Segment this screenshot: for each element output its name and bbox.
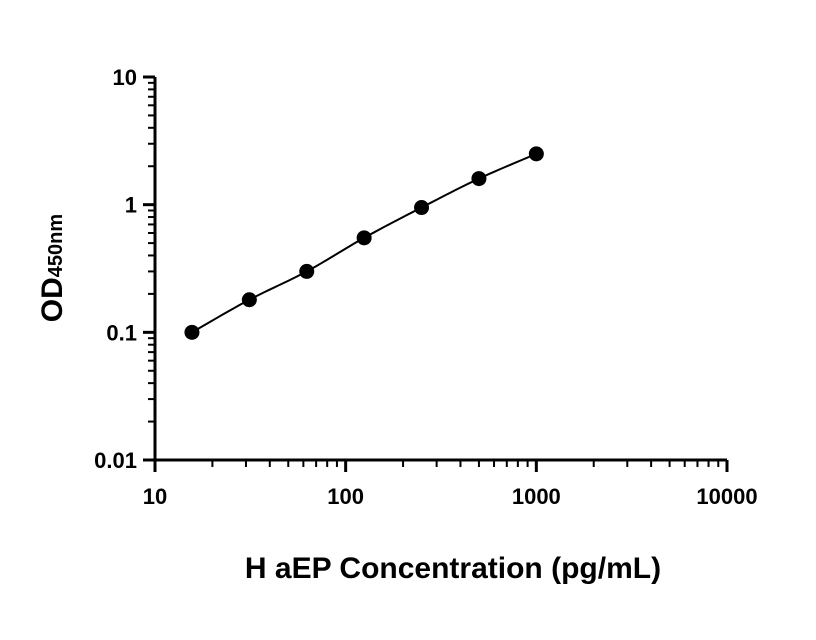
data-point (184, 324, 200, 340)
x-tick-label: 10 (143, 484, 167, 509)
ticks: 0.01 0.1 1 10 10 100 1000 10000 (94, 65, 757, 509)
data-point (414, 200, 430, 216)
data-point (241, 292, 257, 308)
y-axis-title-main: OD (36, 277, 69, 322)
x-tick-label: 10000 (696, 484, 757, 509)
x-axis-title: H aEP Concentration (pg/mL) (245, 552, 661, 585)
axes (153, 77, 727, 462)
y-tick-label: 0.01 (94, 448, 137, 473)
y-tick-label: 1 (125, 193, 137, 218)
data-point (299, 263, 315, 279)
y-tick-label: 10 (113, 65, 137, 90)
y-axis-title: OD450nm (36, 214, 69, 322)
y-tick-label: 0.1 (106, 320, 137, 345)
data-point (528, 146, 544, 162)
data-point (356, 230, 372, 246)
x-tick-label: 1000 (512, 484, 561, 509)
data-point (471, 171, 487, 187)
x-tick-label: 100 (327, 484, 364, 509)
y-axis-title-subscript: 450nm (45, 214, 67, 277)
plot-area (184, 146, 544, 340)
